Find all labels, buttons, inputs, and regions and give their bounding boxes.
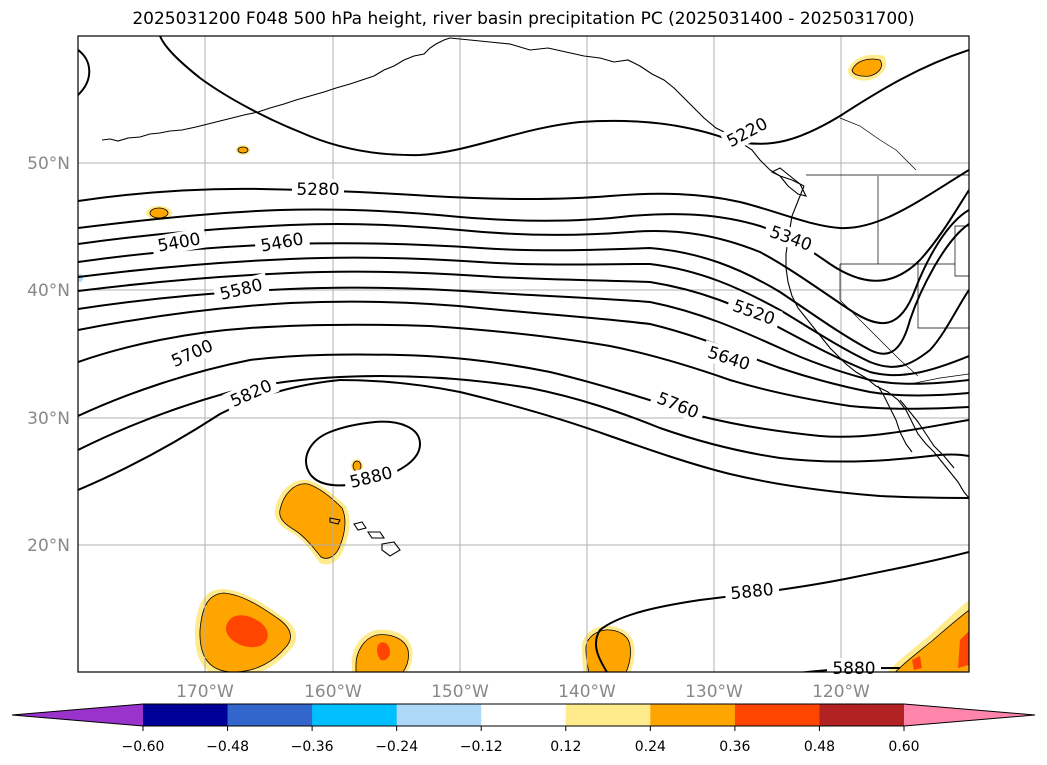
- colorbar-segment: [481, 704, 567, 726]
- colorbar-segment: [143, 704, 229, 726]
- lon-label: 170°W: [176, 682, 234, 702]
- lon-label: 130°W: [685, 682, 743, 702]
- lat-label: 30°N: [27, 409, 70, 429]
- colorbar-tick-label: −0.36: [291, 739, 334, 755]
- colorbar-segment: [227, 704, 313, 726]
- colorbar-tick-label: −0.60: [122, 739, 165, 755]
- lat-label: 50°N: [27, 154, 70, 174]
- colorbar-tick-label: 0.48: [804, 739, 835, 755]
- lat-label: 40°N: [27, 281, 70, 301]
- lon-label: 140°W: [558, 682, 616, 702]
- colorbar-segment: [650, 704, 736, 726]
- colorbar-extend-max: [904, 704, 1035, 726]
- contour-label: 5280: [296, 180, 339, 200]
- colorbar-tick-label: 0.12: [550, 739, 581, 755]
- colorbar-segment: [565, 704, 651, 726]
- contour-label: 5880: [730, 580, 775, 604]
- lon-label: 150°W: [431, 682, 489, 702]
- colorbar-tick-label: 0.60: [888, 739, 919, 755]
- map-panel: [78, 36, 969, 672]
- colorbar-tick-label: −0.24: [375, 739, 418, 755]
- contour-label: 5880: [832, 659, 875, 679]
- map-frame: [77, 35, 970, 673]
- map-title: 2025031200 F048 500 hPa height, river ba…: [132, 9, 915, 29]
- lat-label: 20°N: [27, 536, 70, 556]
- contour-label-knockouts: [150, 110, 881, 672]
- colorbar-tick-label: 0.36: [719, 739, 750, 755]
- colorbar-segment: [312, 704, 398, 726]
- longitude-labels: 170°W 160°W 150°W 140°W 130°W 120°W: [176, 682, 870, 702]
- colorbar-segment: [819, 704, 905, 726]
- precip-shading: [78, 54, 969, 672]
- colorbar-extend-min: [12, 704, 143, 726]
- colorbar-tick-label: −0.48: [206, 739, 249, 755]
- colorbar-tick-label: 0.24: [635, 739, 666, 755]
- colorbar-tick-label: −0.12: [460, 739, 503, 755]
- colorbar-segment: [734, 704, 820, 726]
- colorbar: −0.60 −0.48 −0.36 −0.24 −0.12 0.12 0.24 0.36 0.4…: [11, 703, 1036, 755]
- lon-label: 120°W: [812, 682, 870, 702]
- latitude-labels: 50°N 40°N 30°N 20°N: [27, 154, 70, 556]
- colorbar-segment: [396, 704, 482, 726]
- lon-label: 160°W: [304, 682, 362, 702]
